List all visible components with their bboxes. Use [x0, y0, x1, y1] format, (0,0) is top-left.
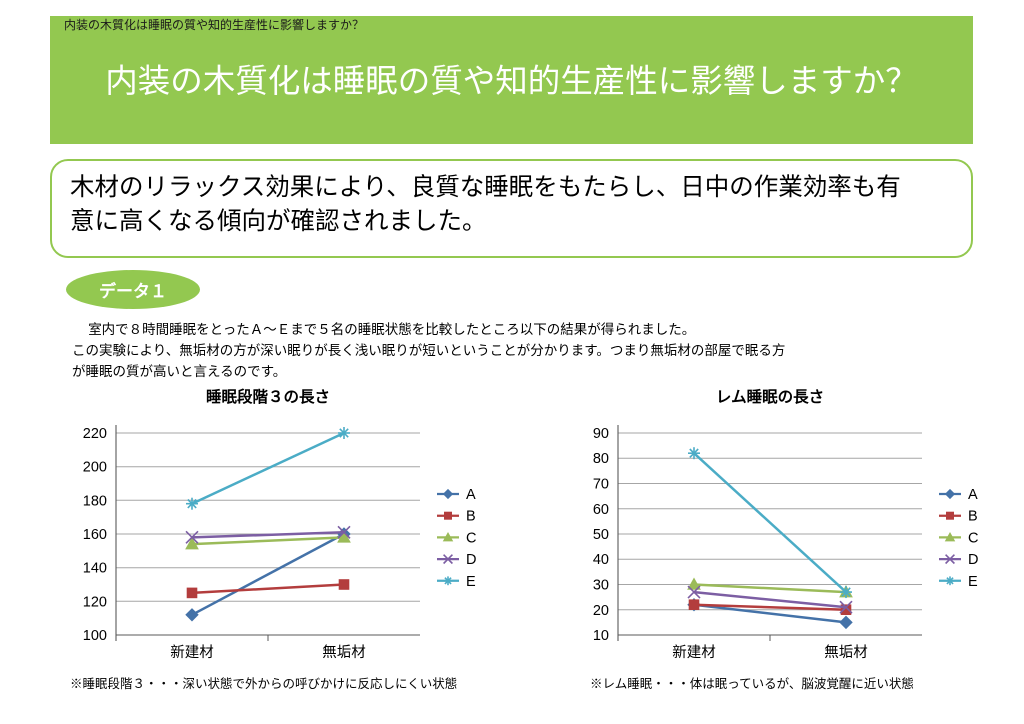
svg-text:A: A: [968, 487, 978, 503]
svg-text:E: E: [466, 574, 476, 590]
svg-text:50: 50: [593, 527, 609, 543]
svg-text:120: 120: [83, 594, 107, 610]
svg-text:180: 180: [83, 493, 107, 509]
svg-text:C: C: [968, 530, 978, 546]
svg-text:A: A: [466, 487, 476, 503]
svg-text:レム睡眠の長さ: レム睡眠の長さ: [716, 387, 824, 406]
svg-text:200: 200: [83, 460, 107, 476]
svg-text:D: D: [466, 552, 476, 568]
svg-text:220: 220: [83, 426, 107, 442]
svg-text:80: 80: [593, 451, 609, 467]
svg-text:30: 30: [593, 578, 609, 594]
svg-text:E: E: [968, 574, 978, 590]
svg-text:40: 40: [593, 552, 609, 568]
svg-text:B: B: [968, 509, 978, 525]
svg-text:160: 160: [83, 527, 107, 543]
svg-text:20: 20: [593, 603, 609, 619]
svg-text:D: D: [968, 552, 978, 568]
svg-text:B: B: [466, 509, 476, 525]
svg-text:睡眠段階３の長さ: 睡眠段階３の長さ: [206, 387, 330, 406]
svg-text:140: 140: [83, 561, 107, 577]
svg-text:C: C: [466, 530, 476, 546]
svg-text:新建材: 新建材: [170, 644, 214, 661]
svg-text:90: 90: [593, 426, 609, 442]
svg-text:10: 10: [593, 628, 609, 644]
svg-text:60: 60: [593, 502, 609, 518]
svg-text:新建材: 新建材: [672, 644, 716, 661]
svg-text:無垢材: 無垢材: [824, 644, 868, 661]
svg-text:70: 70: [593, 477, 609, 493]
svg-text:100: 100: [83, 628, 107, 644]
svg-text:無垢材: 無垢材: [322, 644, 366, 661]
